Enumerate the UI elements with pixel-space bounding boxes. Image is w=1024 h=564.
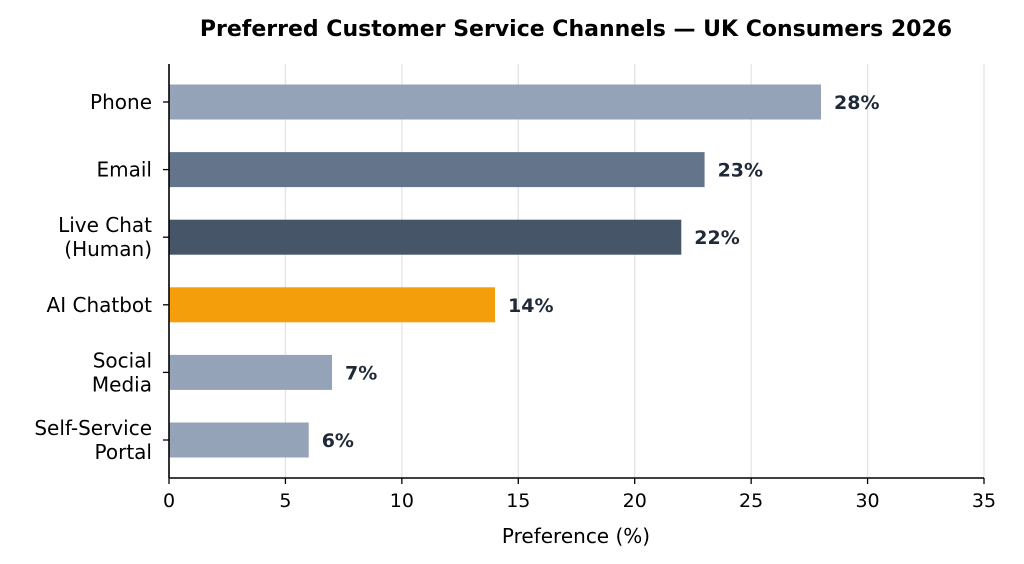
category-label: AI Chatbot <box>47 293 153 317</box>
x-tick-label: 15 <box>506 490 530 512</box>
category-label-line: Live Chat <box>58 213 152 237</box>
x-tick-label: 20 <box>623 490 647 512</box>
category-label: Live Chat (Human) <box>58 213 152 261</box>
x-tick-label: 0 <box>163 490 175 512</box>
axes <box>168 64 984 479</box>
x-tick-label: 25 <box>739 490 763 512</box>
data-label: 28% <box>834 92 879 114</box>
category-label-line: Portal <box>95 440 152 464</box>
bar <box>169 152 705 188</box>
category-label-line: AI Chatbot <box>47 293 153 317</box>
category-label: Social Media <box>92 348 152 396</box>
x-tick-label: 5 <box>279 490 291 512</box>
x-axis-title: Preference (%) <box>502 524 650 548</box>
data-label: 7% <box>345 362 377 384</box>
category-label-line: Email <box>97 158 153 182</box>
data-label: 23% <box>718 160 763 182</box>
data-label: 22% <box>694 227 739 249</box>
category-label-line: Social <box>93 348 152 372</box>
bar <box>169 287 495 323</box>
category-label: Email <box>97 158 153 182</box>
chart-title: Preferred Customer Service Channels — UK… <box>200 17 952 42</box>
category-label: Self-Service Portal <box>34 416 152 464</box>
y-axis-category-labels: Phone Email Live Chat (Human) AI Chatbot Soci… <box>34 90 169 464</box>
x-axis-ticks: 0 5 10 15 20 25 30 35 <box>163 478 996 512</box>
category-label-line: Self-Service <box>34 416 152 440</box>
category-label-line: Phone <box>90 90 152 114</box>
category-label-line: Media <box>92 372 152 396</box>
bar <box>169 354 332 390</box>
category-label: Phone <box>90 90 152 114</box>
x-tick-label: 35 <box>972 490 996 512</box>
data-label: 14% <box>508 295 553 317</box>
bar <box>169 422 309 458</box>
x-tick-label: 30 <box>855 490 879 512</box>
bar <box>169 84 821 120</box>
category-label-line: (Human) <box>64 237 152 261</box>
bars <box>169 84 821 458</box>
data-label: 6% <box>322 430 354 452</box>
gridlines <box>284 64 985 478</box>
data-labels: 28% 23% 22% 14% 7% 6% <box>322 92 880 452</box>
x-tick-label: 10 <box>390 490 414 512</box>
bar <box>169 219 682 255</box>
